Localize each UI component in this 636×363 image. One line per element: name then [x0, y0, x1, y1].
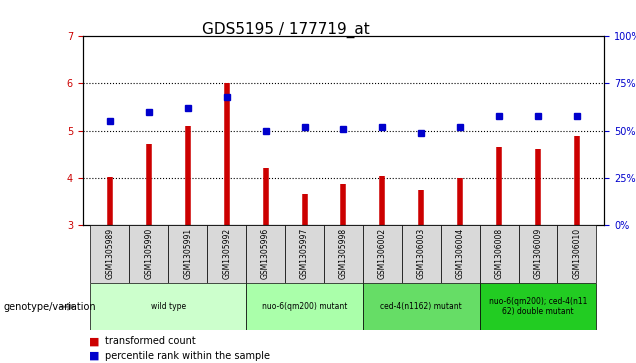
Text: genotype/variation: genotype/variation [3, 302, 96, 312]
FancyBboxPatch shape [441, 225, 480, 283]
Text: GDS5195 / 177719_at: GDS5195 / 177719_at [202, 22, 370, 38]
Text: GSM1306004: GSM1306004 [456, 228, 465, 279]
Text: GSM1305991: GSM1305991 [183, 228, 192, 279]
Text: GSM1305992: GSM1305992 [222, 228, 231, 279]
Text: GSM1306008: GSM1306008 [495, 228, 504, 279]
FancyBboxPatch shape [480, 283, 597, 330]
FancyBboxPatch shape [246, 283, 363, 330]
FancyBboxPatch shape [169, 225, 207, 283]
Text: GSM1306009: GSM1306009 [534, 228, 543, 279]
FancyBboxPatch shape [129, 225, 169, 283]
Text: GSM1305989: GSM1305989 [106, 228, 114, 279]
FancyBboxPatch shape [90, 225, 129, 283]
Text: transformed count: transformed count [105, 336, 196, 346]
Text: ■: ■ [89, 336, 100, 346]
Text: ced-4(n1162) mutant: ced-4(n1162) mutant [380, 302, 462, 311]
FancyBboxPatch shape [558, 225, 597, 283]
Text: percentile rank within the sample: percentile rank within the sample [105, 351, 270, 361]
Text: GSM1306003: GSM1306003 [417, 228, 425, 279]
FancyBboxPatch shape [518, 225, 558, 283]
Text: ■: ■ [89, 351, 100, 361]
Text: nuo-6(qm200) mutant: nuo-6(qm200) mutant [262, 302, 347, 311]
Text: wild type: wild type [151, 302, 186, 311]
FancyBboxPatch shape [207, 225, 246, 283]
FancyBboxPatch shape [363, 283, 480, 330]
FancyBboxPatch shape [324, 225, 363, 283]
FancyBboxPatch shape [285, 225, 324, 283]
FancyBboxPatch shape [402, 225, 441, 283]
Text: GSM1305996: GSM1305996 [261, 228, 270, 279]
Text: nuo-6(qm200); ced-4(n11
62) double mutant: nuo-6(qm200); ced-4(n11 62) double mutan… [489, 297, 587, 317]
FancyBboxPatch shape [246, 225, 285, 283]
Text: GSM1305990: GSM1305990 [144, 228, 153, 279]
FancyBboxPatch shape [363, 225, 402, 283]
Text: GSM1306010: GSM1306010 [572, 228, 581, 279]
FancyBboxPatch shape [480, 225, 518, 283]
Text: GSM1305998: GSM1305998 [339, 228, 348, 279]
Text: GSM1305997: GSM1305997 [300, 228, 309, 279]
Text: GSM1306002: GSM1306002 [378, 228, 387, 279]
FancyBboxPatch shape [90, 283, 246, 330]
